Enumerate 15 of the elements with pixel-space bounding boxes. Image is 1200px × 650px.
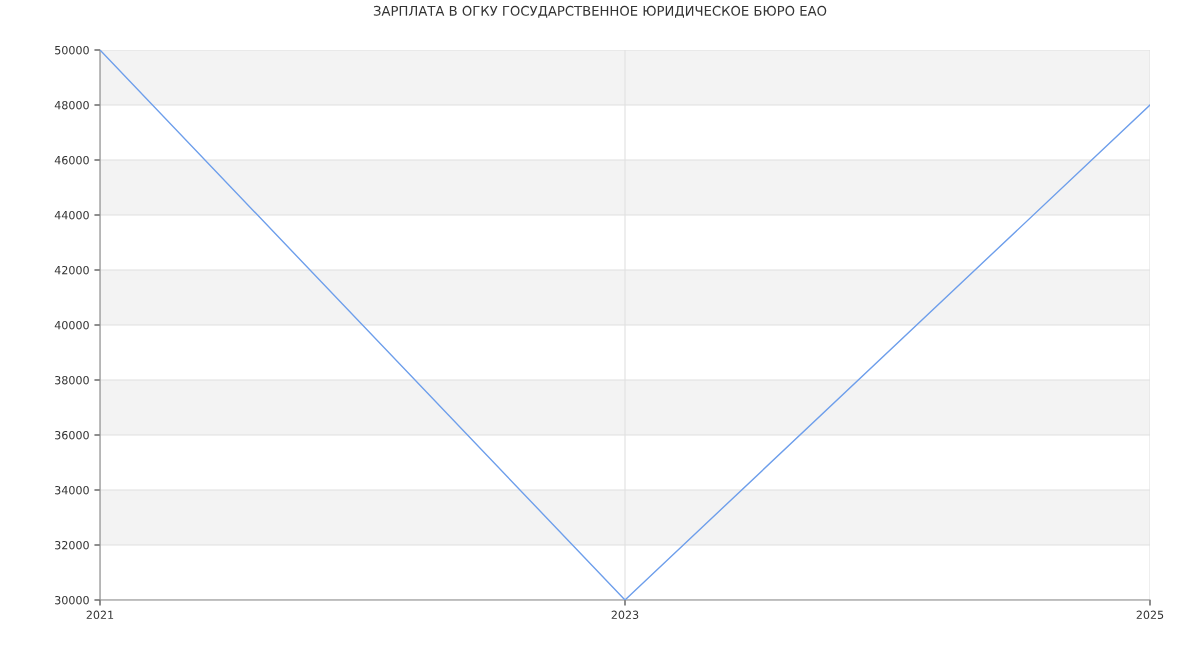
y-tick-label: 42000 (54, 265, 89, 275)
y-tick-label: 48000 (54, 100, 89, 110)
y-tick-label: 36000 (55, 430, 89, 440)
y-tick-label: 44000 (54, 210, 89, 220)
x-tick-label: 2025 (1136, 610, 1164, 620)
y-tick-label: 40000 (54, 320, 89, 330)
y-tick-label: 34000 (55, 485, 89, 495)
y-tick-label: 38000 (55, 375, 89, 385)
y-tick-label: 30000 (55, 595, 89, 605)
y-tick-label: 46000 (54, 155, 89, 165)
chart-title: ЗАРПЛАТА В ОГКУ ГОСУДАРСТВЕННОЕ ЮРИДИЧЕСКОЕ БЮРО ЕАО (373, 5, 827, 18)
y-tick-label: 32000 (55, 540, 89, 550)
x-tick-label: 2021 (86, 610, 114, 620)
y-tick-label: 50000 (55, 45, 89, 55)
x-tick-label: 2023 (611, 610, 639, 620)
